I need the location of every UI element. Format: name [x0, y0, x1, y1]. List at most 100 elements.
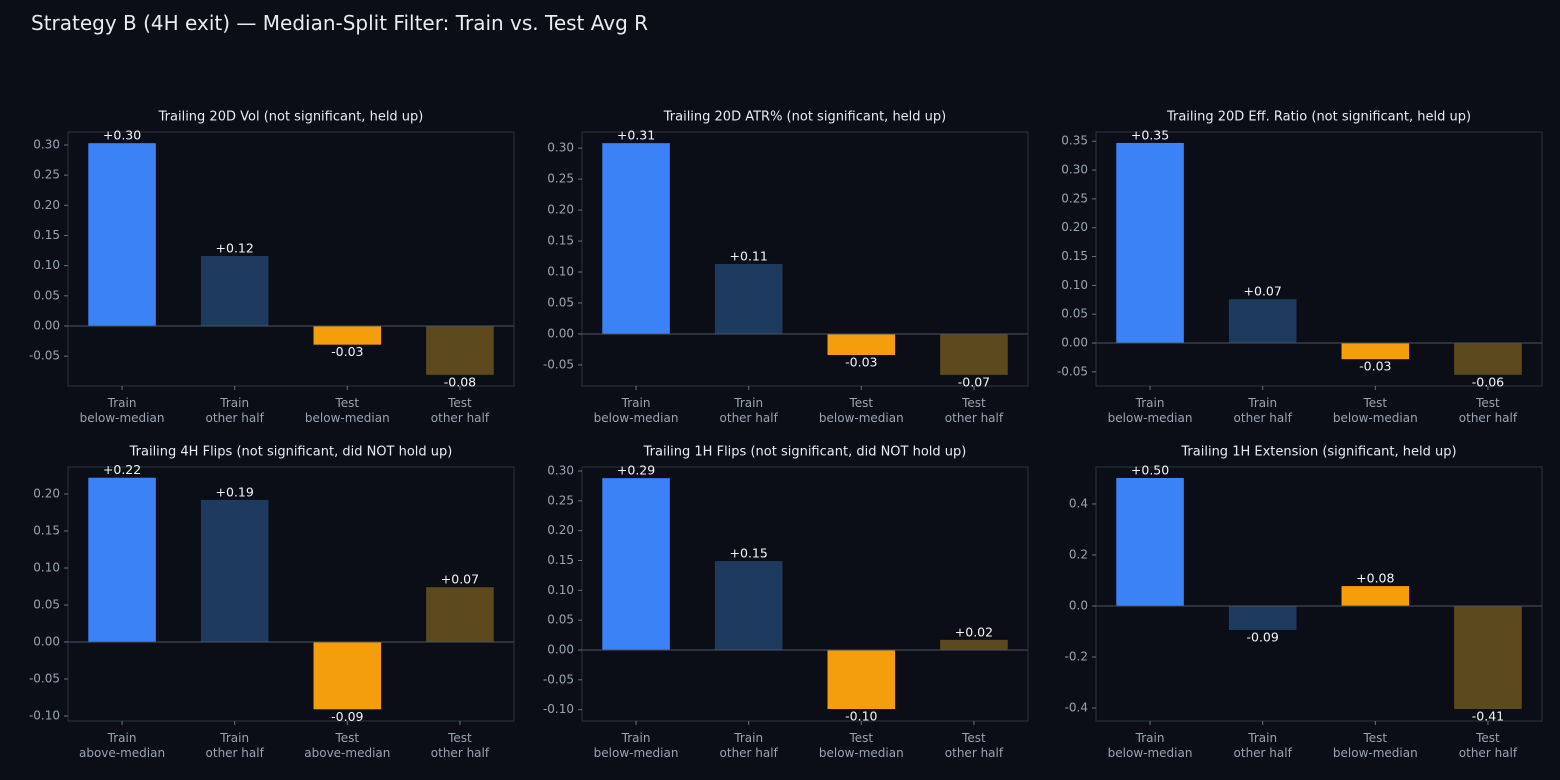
y-tick-label: 0.00	[33, 634, 60, 648]
y-tick-label: 0.30	[33, 137, 60, 151]
bar	[426, 587, 494, 642]
value-label: +0.07	[441, 572, 479, 587]
bar	[200, 499, 269, 642]
value-label: -0.41	[1472, 709, 1504, 724]
y-tick-label: -0.05	[543, 357, 574, 371]
x-tick-label: Test other half	[944, 731, 1004, 760]
y-tick-label: -0.05	[29, 671, 60, 685]
y-tick-label: 0.25	[547, 493, 574, 507]
x-tick-label: Test other half	[430, 731, 490, 760]
value-label: +0.29	[617, 463, 655, 478]
y-tick-label: 0.05	[1061, 307, 1088, 321]
page-title: Strategy B (4H exit) — Median-Split Filt…	[31, 11, 649, 35]
value-label: +0.07	[1244, 284, 1282, 299]
x-tick-label: Test below-median	[1332, 731, 1418, 760]
y-tick-label: 0.15	[547, 553, 574, 567]
bar	[1341, 586, 1410, 606]
y-tick-label: 0.10	[33, 560, 60, 574]
bar	[88, 477, 156, 642]
chart-title: Trailing 1H Extension (significant, held…	[1180, 445, 1456, 460]
y-tick-label: 0.0	[1069, 598, 1088, 612]
y-tick-label: -0.2	[1065, 649, 1088, 663]
x-tick-label: Train other half	[205, 731, 264, 760]
x-tick-label: Train below-median	[593, 731, 679, 760]
x-tick-label: Train other half	[1233, 731, 1292, 760]
bar	[1341, 343, 1410, 360]
y-tick-label: 0.10	[33, 258, 60, 272]
value-label: -0.03	[1359, 359, 1391, 374]
x-tick-label: Test below-median	[818, 731, 904, 760]
x-tick-label: Train below-median	[593, 396, 679, 425]
value-label: -0.09	[331, 709, 363, 724]
x-tick-label: Test below-median	[304, 396, 390, 425]
bar	[1228, 299, 1297, 344]
y-tick-label: -0.4	[1065, 700, 1088, 714]
y-tick-label: 0.10	[547, 265, 574, 279]
y-tick-label: 0.00	[547, 326, 574, 340]
value-label: +0.30	[103, 128, 141, 143]
y-tick-label: 0.00	[547, 642, 574, 656]
value-label: +0.35	[1131, 127, 1169, 142]
y-tick-label: 0.10	[547, 583, 574, 597]
y-tick-label: -0.05	[29, 349, 60, 363]
x-tick-label: Train other half	[719, 731, 778, 760]
chart-title: Trailing 20D ATR% (not significant, held…	[663, 110, 947, 125]
y-tick-label: 0.30	[1061, 163, 1088, 177]
bar	[1116, 477, 1184, 606]
y-tick-label: 0.05	[33, 288, 60, 302]
x-tick-label: Train below-median	[1107, 731, 1193, 760]
y-tick-label: 0.20	[547, 523, 574, 537]
bar	[714, 561, 783, 650]
value-label: +0.31	[617, 128, 655, 143]
x-tick-label: Train below-median	[79, 396, 165, 425]
bar	[426, 325, 494, 375]
value-label: +0.12	[216, 240, 254, 255]
y-tick-label: -0.10	[543, 702, 574, 716]
bar	[827, 333, 896, 356]
y-tick-label: 0.25	[547, 172, 574, 186]
y-tick-label: 0.35	[1061, 134, 1088, 148]
y-tick-label: 0.20	[1061, 220, 1088, 234]
x-tick-label: Train other half	[205, 396, 264, 425]
y-tick-label: 0.00	[33, 318, 60, 332]
x-tick-label: Test below-median	[1332, 396, 1418, 425]
y-tick-label: 0.05	[33, 597, 60, 611]
y-tick-label: 0.15	[1061, 249, 1088, 263]
bar	[200, 255, 269, 326]
y-tick-label: 0.4	[1069, 496, 1088, 510]
y-tick-label: 0.00	[1061, 336, 1088, 350]
bar	[714, 263, 783, 334]
value-label: +0.02	[955, 624, 993, 639]
x-tick-label: Train other half	[1233, 396, 1292, 425]
chart-title: Trailing 4H Flips (not significant, did …	[129, 445, 453, 460]
value-label: +0.15	[730, 546, 768, 561]
y-tick-label: -0.05	[543, 672, 574, 686]
y-tick-label: 0.20	[547, 203, 574, 217]
y-tick-label: 0.15	[33, 523, 60, 537]
x-tick-label: Test other half	[430, 396, 490, 425]
x-tick-label: Test above-median	[304, 731, 391, 760]
value-label: -0.03	[331, 344, 363, 359]
bar	[313, 325, 382, 345]
x-tick-label: Test other half	[944, 396, 1004, 425]
y-tick-label: 0.10	[1061, 278, 1088, 292]
value-label: -0.10	[845, 709, 877, 724]
y-tick-label: 0.25	[33, 168, 60, 182]
value-label: +0.11	[730, 248, 768, 263]
y-tick-label: -0.05	[1057, 364, 1088, 378]
x-tick-label: Train below-median	[1107, 396, 1193, 425]
bar	[602, 143, 670, 334]
bar	[940, 639, 1008, 650]
value-label: -0.08	[444, 374, 476, 389]
bar	[940, 333, 1008, 375]
chart-title: Trailing 20D Vol (not significant, held …	[158, 110, 424, 125]
y-tick-label: 0.2	[1069, 547, 1088, 561]
y-tick-label: 0.15	[33, 228, 60, 242]
bar	[88, 143, 156, 326]
value-label: +0.08	[1356, 571, 1394, 586]
y-tick-label: 0.25	[1061, 191, 1088, 205]
bar	[1116, 142, 1184, 344]
bar	[313, 641, 382, 710]
